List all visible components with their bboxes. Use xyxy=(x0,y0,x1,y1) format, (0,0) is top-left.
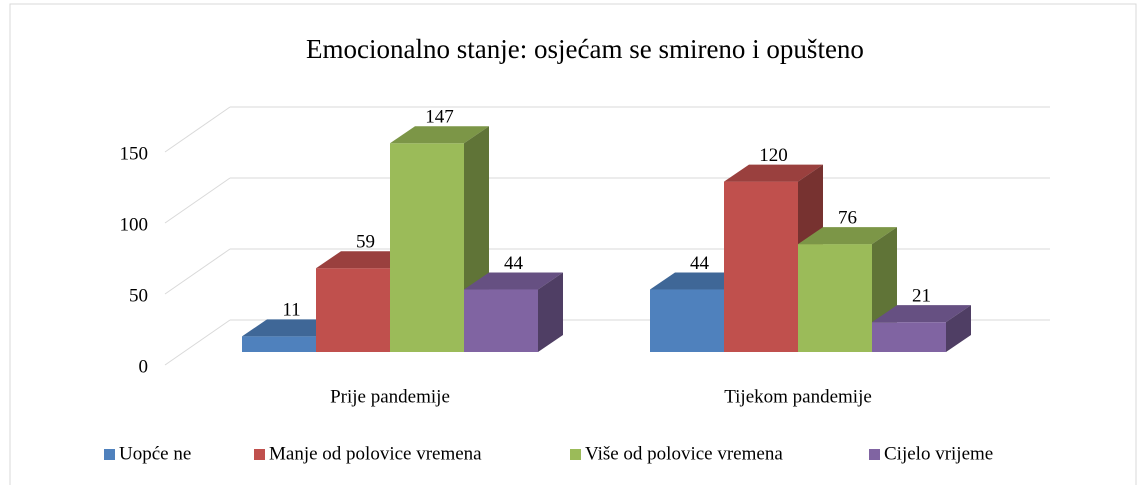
legend-label: Više od polovice vremena xyxy=(585,443,783,464)
bar-front xyxy=(242,336,316,352)
bar-top xyxy=(872,305,971,323)
bar-front xyxy=(464,289,538,352)
data-label: 59 xyxy=(356,232,375,253)
legend-swatch xyxy=(104,449,115,460)
grid-line xyxy=(164,319,231,366)
data-label: 120 xyxy=(759,145,788,166)
legend-swatch xyxy=(869,449,880,460)
bar-front xyxy=(724,181,798,352)
data-label: 21 xyxy=(912,286,931,307)
bar-front xyxy=(650,289,724,352)
bar-side xyxy=(538,272,563,352)
legend-swatch xyxy=(254,449,265,460)
data-label: 11 xyxy=(282,300,300,321)
x-tick-label: Prije pandemije xyxy=(330,386,450,407)
chart-frame xyxy=(9,3,1137,485)
data-label: 44 xyxy=(504,253,524,274)
y-tick-label: 0 xyxy=(139,356,149,377)
bar-front xyxy=(316,268,390,352)
bar-front xyxy=(872,322,946,352)
legend-label: Cijelo vrijeme xyxy=(884,443,993,464)
bar-front xyxy=(390,143,464,352)
bar-top xyxy=(464,272,563,290)
legend-label: Manje od polovice vremena xyxy=(269,443,482,464)
grid-line xyxy=(164,177,231,224)
y-tick-label: 100 xyxy=(120,214,149,235)
legend-label: Uopće ne xyxy=(119,443,191,464)
grid-line xyxy=(164,106,231,153)
bar-front xyxy=(798,244,872,352)
y-tick-label: 50 xyxy=(129,285,148,306)
y-tick-label: 150 xyxy=(120,143,149,164)
data-label: 147 xyxy=(425,107,454,128)
bar-top xyxy=(798,227,897,245)
grid-line xyxy=(164,248,231,295)
chart-title: Emocionalno stanje: osjećam se smireno i… xyxy=(306,34,864,64)
bar-side xyxy=(946,305,971,352)
bar-top xyxy=(390,126,489,144)
bar-top xyxy=(724,164,823,182)
data-label: 76 xyxy=(838,207,857,228)
data-label: 44 xyxy=(690,253,710,274)
x-tick-label: Tijekom pandemije xyxy=(724,386,872,407)
legend-swatch xyxy=(570,449,581,460)
